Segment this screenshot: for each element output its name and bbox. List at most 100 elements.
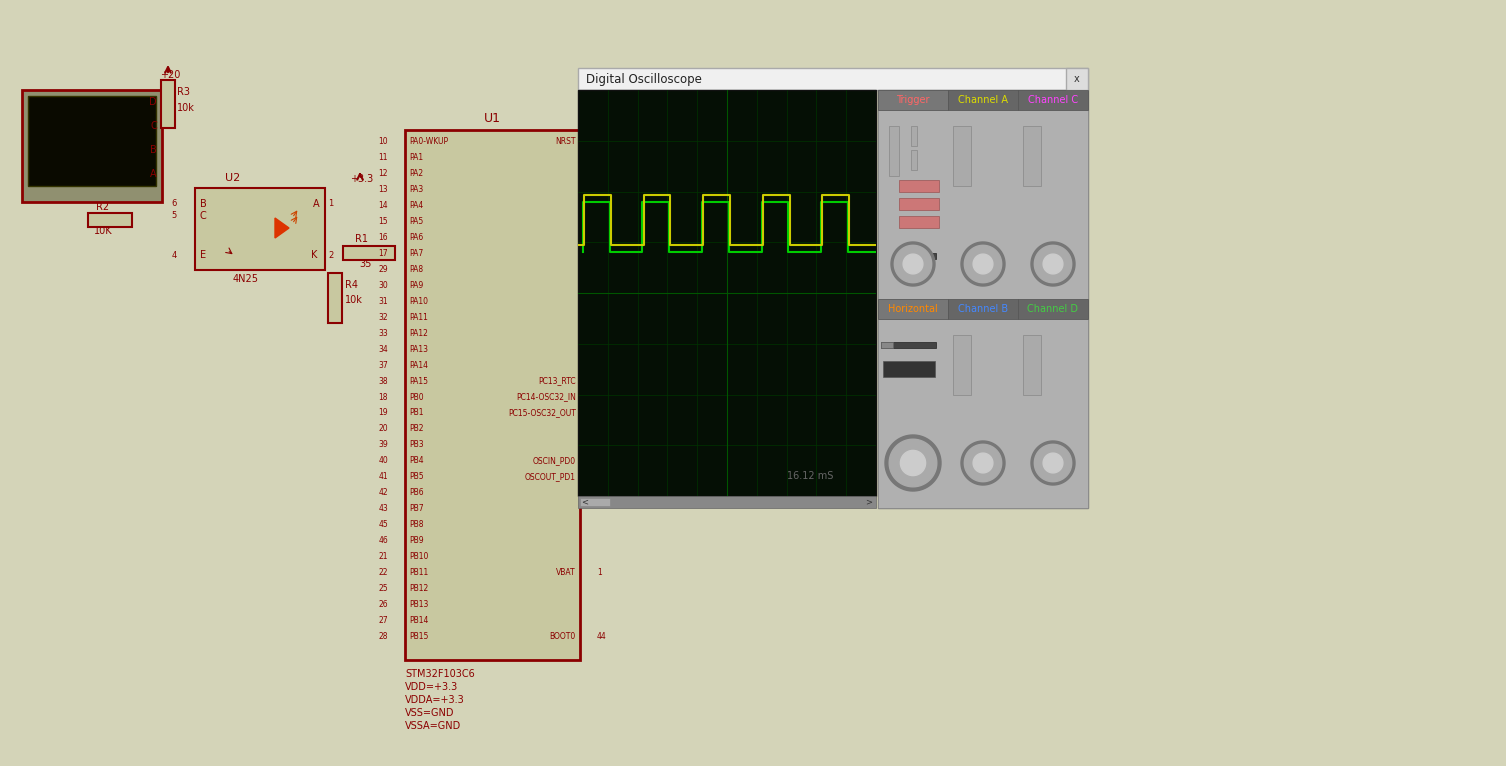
Polygon shape	[1044, 453, 1063, 473]
Text: GND: GND	[1044, 142, 1057, 146]
Text: OFF: OFF	[973, 149, 985, 155]
Text: ms: ms	[881, 493, 890, 499]
Text: Position: Position	[950, 116, 980, 125]
Text: OSCIN_PD0: OSCIN_PD0	[533, 457, 575, 465]
Bar	[1023, 126, 1041, 186]
Text: PB4: PB4	[410, 457, 423, 465]
Text: 5: 5	[172, 211, 178, 220]
Text: R4: R4	[345, 280, 358, 290]
Text: VDDA=+3.3: VDDA=+3.3	[405, 695, 465, 705]
Text: Position: Position	[1021, 116, 1051, 125]
Text: Digital Oscilloscope: Digital Oscilloscope	[586, 73, 702, 86]
Bar	[878, 90, 947, 110]
Text: PB7: PB7	[410, 504, 423, 513]
Text: PA7: PA7	[410, 249, 423, 258]
Text: A+B: A+B	[956, 189, 971, 195]
Bar	[1018, 299, 1087, 319]
Polygon shape	[964, 245, 1001, 283]
Bar	[899, 216, 940, 228]
Text: PA12: PA12	[410, 329, 428, 338]
Text: PB8: PB8	[410, 520, 423, 529]
Text: x: x	[1074, 74, 1080, 84]
Text: 25: 25	[378, 584, 389, 593]
Text: 5: 5	[1029, 282, 1033, 288]
Text: A: A	[313, 199, 319, 209]
Text: Position: Position	[884, 349, 914, 358]
Text: DC: DC	[973, 132, 982, 136]
Polygon shape	[973, 453, 992, 473]
Text: 30: 30	[378, 281, 389, 290]
Text: +20: +20	[160, 70, 181, 80]
Text: 6: 6	[172, 198, 178, 208]
Text: E: E	[200, 250, 206, 260]
Text: 30: 30	[973, 339, 980, 343]
Text: D: D	[908, 336, 913, 342]
Text: 5: 5	[1029, 491, 1033, 497]
Text: 33: 33	[378, 329, 389, 338]
Polygon shape	[1032, 242, 1075, 286]
Bar	[161, 80, 175, 128]
Text: 6: 6	[596, 472, 602, 481]
Text: GND: GND	[1044, 351, 1057, 355]
Text: Channel C: Channel C	[1029, 95, 1078, 105]
Text: B: B	[200, 199, 206, 209]
Bar	[1018, 90, 1087, 110]
Polygon shape	[892, 242, 935, 286]
Text: mV: mV	[1035, 491, 1047, 497]
Text: C: C	[151, 121, 157, 131]
Bar	[343, 246, 395, 260]
Text: -10: -10	[1044, 339, 1053, 343]
Text: mV: mV	[965, 491, 976, 497]
Text: 40: 40	[883, 152, 890, 156]
Text: C: C	[200, 211, 206, 221]
Text: R1: R1	[355, 234, 367, 244]
Text: OFF: OFF	[1044, 149, 1056, 155]
Bar	[896, 253, 937, 259]
Text: PA1: PA1	[410, 153, 423, 162]
Text: VSS=GND: VSS=GND	[405, 708, 455, 718]
Text: 11: 11	[378, 153, 389, 162]
Text: PA10: PA10	[410, 297, 428, 306]
Text: -30: -30	[1044, 165, 1053, 171]
Text: 15: 15	[378, 218, 389, 226]
Text: 0: 0	[1044, 356, 1047, 362]
Polygon shape	[886, 435, 941, 491]
Text: 10K: 10K	[93, 226, 113, 236]
Text: C: C	[916, 247, 919, 253]
Bar	[878, 110, 1087, 299]
Text: PB6: PB6	[410, 488, 423, 497]
Text: GND: GND	[973, 142, 988, 146]
Text: V: V	[1021, 282, 1026, 288]
Text: PA5: PA5	[410, 218, 423, 226]
Text: 38: 38	[378, 377, 389, 385]
Text: AC: AC	[973, 332, 982, 338]
Bar	[578, 90, 876, 496]
Text: Trigger: Trigger	[896, 95, 929, 105]
Bar	[883, 361, 935, 377]
Text: 41: 41	[378, 472, 389, 481]
Text: Channel A: Channel A	[958, 95, 1008, 105]
Bar	[881, 342, 893, 348]
Text: PB11: PB11	[410, 568, 428, 577]
Text: NRST: NRST	[556, 138, 575, 146]
Polygon shape	[895, 245, 932, 283]
Text: Level: Level	[884, 116, 904, 125]
Text: 50: 50	[973, 375, 980, 379]
Text: PA3: PA3	[410, 185, 423, 195]
Text: PB10: PB10	[410, 552, 428, 561]
Text: 32: 32	[378, 313, 389, 322]
Text: -40: -40	[1044, 148, 1053, 152]
Polygon shape	[889, 439, 937, 487]
Text: PA4: PA4	[410, 201, 423, 210]
Text: 19: 19	[378, 408, 389, 417]
Text: 40: 40	[973, 356, 980, 362]
Bar	[578, 496, 876, 508]
Text: 10: 10	[973, 165, 980, 171]
Text: B: B	[892, 336, 896, 342]
Text: VBAT: VBAT	[556, 568, 575, 577]
Text: PB0: PB0	[410, 392, 423, 401]
Text: 5: 5	[959, 491, 964, 497]
Bar	[405, 130, 580, 660]
Text: 4N25: 4N25	[233, 274, 259, 284]
Bar	[29, 96, 157, 186]
